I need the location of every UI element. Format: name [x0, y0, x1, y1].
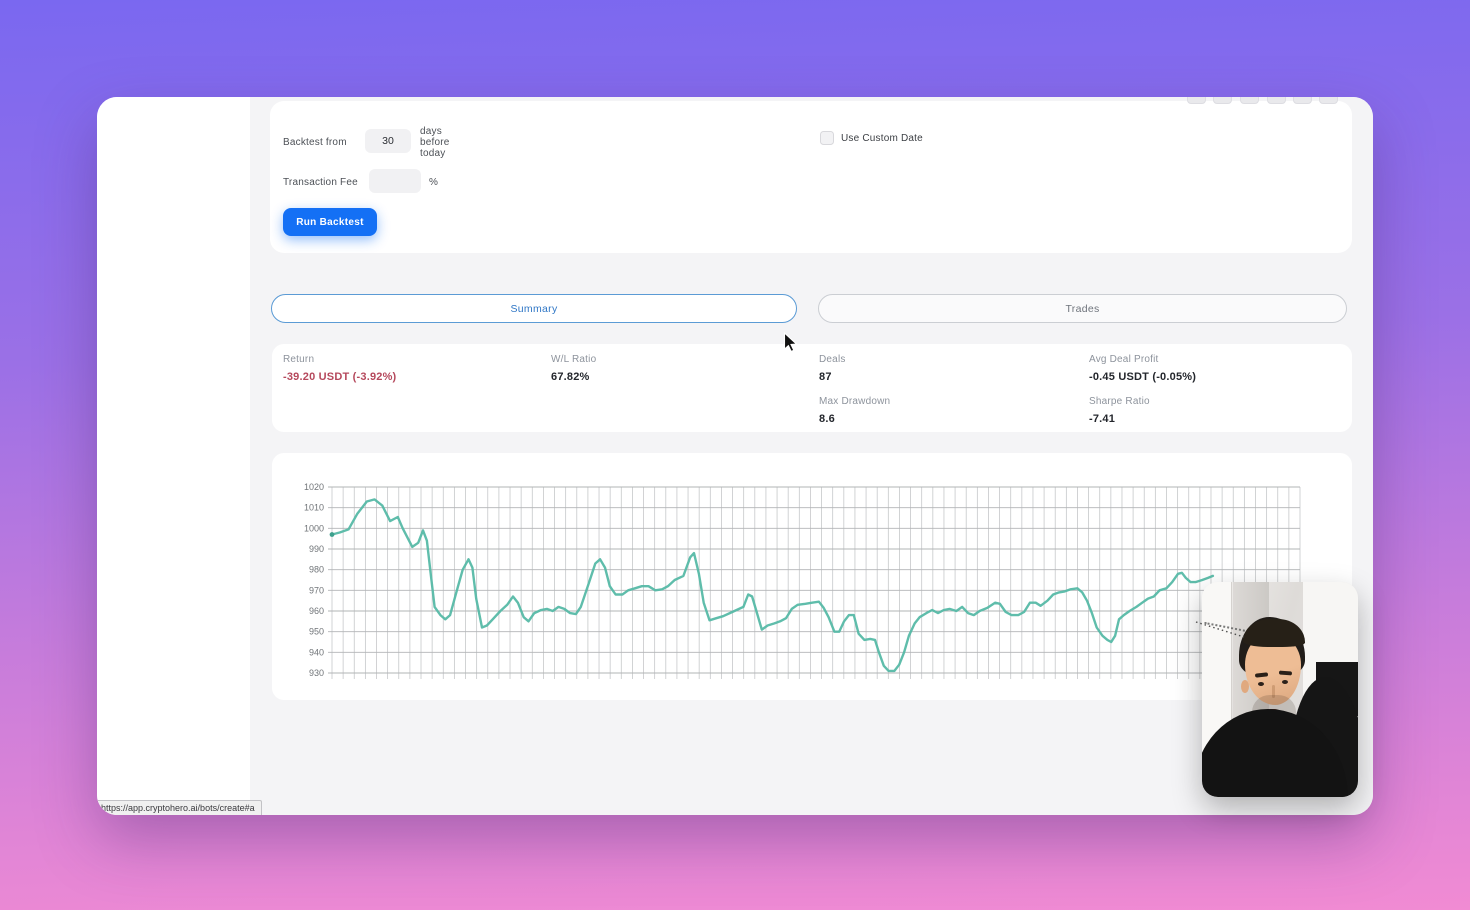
svg-text:980: 980 — [309, 565, 324, 575]
stat-wl-ratio-value: 67.82% — [551, 371, 590, 383]
browser-tab-stub[interactable] — [1213, 97, 1232, 104]
equity-chart-card: 1020 1010 1000 990 980 970 960 950 940 930 — [272, 453, 1352, 700]
person-eye-left — [1258, 682, 1264, 686]
stat-deals-label: Deals — [819, 354, 846, 365]
webcam-overlay — [1202, 582, 1358, 797]
svg-text:1020: 1020 — [304, 482, 324, 492]
browser-tab-stub[interactable] — [1319, 97, 1338, 104]
mouse-cursor — [783, 332, 798, 353]
svg-text:950: 950 — [309, 627, 324, 637]
stat-return-label: Return — [283, 354, 315, 365]
svg-text:970: 970 — [309, 585, 324, 595]
person-ear — [1241, 680, 1249, 693]
use-custom-date-checkbox[interactable] — [820, 131, 834, 145]
transaction-fee-suffix: % — [429, 177, 439, 188]
stat-return-value: -39.20 USDT (-3.92%) — [283, 371, 397, 383]
run-backtest-button[interactable]: Run Backtest — [283, 208, 377, 236]
app-sidebar — [97, 97, 250, 815]
browser-tab-stub[interactable] — [1267, 97, 1286, 104]
backtest-from-suffix: days before today — [420, 126, 450, 159]
stat-deals-value: 87 — [819, 371, 832, 383]
browser-tab-stub[interactable] — [1187, 97, 1206, 104]
tab-trades[interactable]: Trades — [818, 294, 1347, 323]
backtest-days-input[interactable] — [365, 129, 411, 153]
svg-text:990: 990 — [309, 544, 324, 554]
stat-avg-deal-profit-label: Avg Deal Profit — [1089, 354, 1159, 365]
transaction-fee-label: Transaction Fee — [283, 177, 358, 188]
person-eye-right — [1282, 680, 1288, 684]
transaction-fee-input[interactable] — [369, 169, 421, 193]
backtest-form-card: Backtest from days before today Use Cust… — [270, 101, 1352, 253]
stat-avg-deal-profit-value: -0.45 USDT (-0.05%) — [1089, 371, 1197, 383]
svg-text:960: 960 — [309, 606, 324, 616]
chart-dashed-benchmark-segment — [1195, 621, 1245, 638]
stat-wl-ratio-label: W/L Ratio — [551, 354, 597, 365]
tab-summary[interactable]: Summary — [271, 294, 797, 323]
person-hair-front — [1243, 619, 1305, 647]
svg-text:1000: 1000 — [304, 523, 324, 533]
svg-text:1010: 1010 — [304, 503, 324, 513]
stat-max-drawdown-label: Max Drawdown — [819, 396, 891, 407]
stat-sharpe-ratio-value: -7.41 — [1089, 413, 1116, 425]
status-bar-url: https://app.cryptohero.ai/bots/create#a — [97, 800, 262, 815]
browser-app-window: Backtest from days before today Use Cust… — [97, 97, 1373, 815]
browser-tab-stub[interactable] — [1240, 97, 1259, 104]
summary-stats-card: Return -39.20 USDT (-3.92%) W/L Ratio 67… — [272, 344, 1352, 432]
equity-line-chart: 1020 1010 1000 990 980 970 960 950 940 930 — [304, 482, 1301, 679]
svg-text:940: 940 — [309, 647, 324, 657]
stat-sharpe-ratio-label: Sharpe Ratio — [1089, 396, 1150, 407]
svg-text:930: 930 — [309, 668, 324, 678]
stat-max-drawdown-value: 8.6 — [819, 413, 835, 425]
person-nose — [1272, 685, 1275, 698]
browser-tab-stub[interactable] — [1293, 97, 1312, 104]
backtest-from-label: Backtest from — [283, 137, 347, 148]
use-custom-date-label: Use Custom Date — [841, 132, 923, 144]
